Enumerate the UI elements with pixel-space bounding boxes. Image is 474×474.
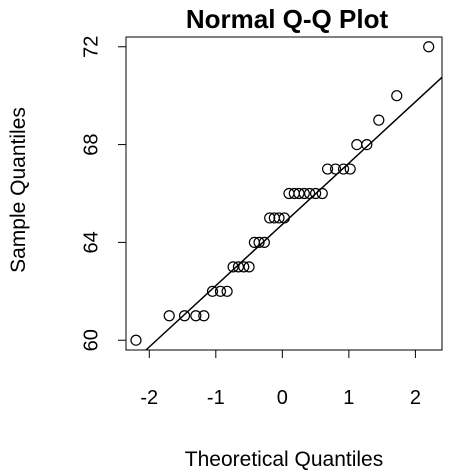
x-axis: -2 -1 0 1 2	[140, 349, 421, 409]
data-point	[232, 261, 245, 273]
data-point	[321, 163, 334, 175]
data-point	[310, 187, 322, 200]
data-point	[337, 163, 350, 175]
data-point	[373, 114, 385, 126]
data-point	[243, 261, 255, 273]
data-point	[329, 163, 342, 175]
data-point	[253, 236, 265, 249]
chart-title: Normal Q-Q Plot	[186, 4, 389, 34]
data-point	[206, 285, 219, 297]
data-point	[227, 261, 239, 273]
data-point	[190, 310, 202, 322]
data-point	[238, 261, 250, 273]
data-point	[264, 212, 276, 224]
x-axis-label: Theoretical Quantiles	[185, 448, 383, 471]
y-tick-label: 60	[80, 329, 102, 351]
data-point	[198, 310, 210, 322]
data-point	[178, 310, 191, 322]
data-point	[298, 187, 310, 200]
y-axis: 60 64 68 72	[80, 36, 127, 351]
x-tick-label: 2	[410, 387, 421, 409]
data-point	[278, 212, 290, 224]
data-point	[293, 187, 305, 200]
x-tick-label: 0	[277, 387, 288, 409]
data-point	[423, 41, 435, 53]
x-tick-label: -2	[140, 387, 158, 409]
data-point	[391, 90, 403, 102]
data-point	[351, 138, 363, 151]
data-point	[361, 138, 373, 151]
data-point	[221, 285, 233, 297]
y-tick-label: 72	[80, 36, 102, 58]
x-tick-label: -1	[207, 387, 225, 409]
data-point	[163, 310, 175, 322]
y-tick-label: 68	[80, 133, 102, 155]
data-point	[273, 212, 285, 224]
data-point	[130, 334, 142, 346]
data-points	[130, 41, 435, 346]
data-point	[258, 236, 270, 249]
x-tick-label: 1	[343, 387, 354, 409]
y-axis-label: Sample Quantiles	[7, 107, 30, 273]
data-point	[214, 285, 227, 297]
y-tick-label: 64	[80, 231, 102, 253]
reference-line	[145, 76, 443, 351]
data-point	[304, 187, 316, 200]
data-point	[344, 163, 356, 175]
data-point	[316, 187, 328, 200]
